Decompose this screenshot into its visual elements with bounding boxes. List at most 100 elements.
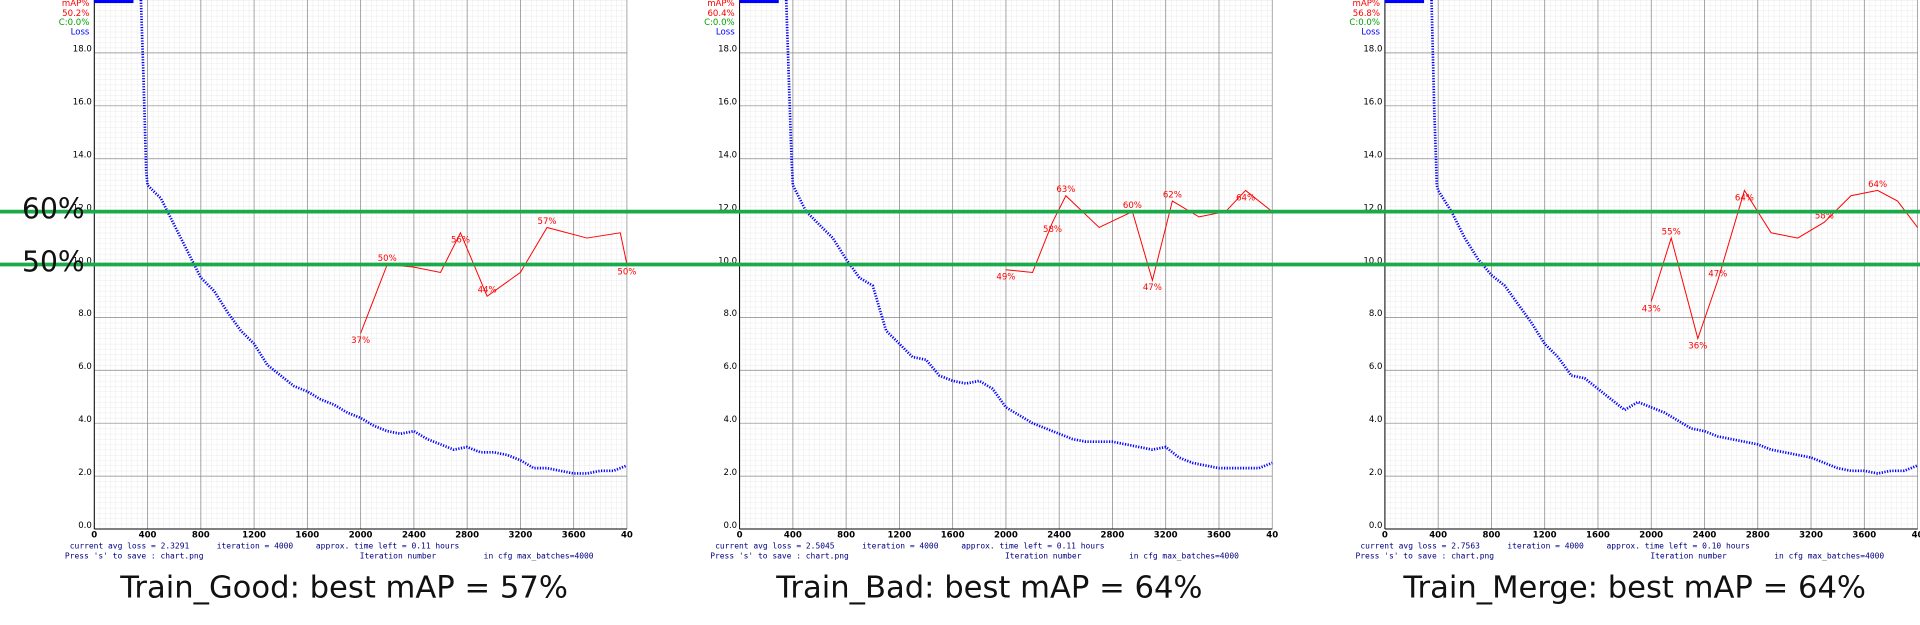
map-label: 57% — [538, 217, 557, 227]
status-loss: current avg loss = 2.5045 — [715, 542, 835, 551]
map-label: 47% — [1708, 270, 1727, 280]
y-tick-label: 0.0 — [724, 521, 738, 531]
x-tick-label: 2000 — [994, 531, 1018, 541]
x-tick-label: 400 — [139, 531, 157, 541]
x-tick-label: 2000 — [1639, 531, 1663, 541]
y-tick-label: 6.0 — [724, 362, 738, 372]
y-tick-label: 6.0 — [78, 362, 92, 372]
x-tick-label: 0 — [91, 531, 97, 541]
status-iteration: iteration = 4000 — [862, 542, 939, 551]
map-label: 64% — [1735, 193, 1754, 203]
map-line — [1650, 189, 1918, 341]
legend-entry: mAP% — [62, 0, 90, 9]
x-tick-label: 3600 — [562, 531, 586, 541]
status-loss: current avg loss = 2.7563 — [1360, 542, 1480, 551]
status-iteration: iteration = 4000 — [1507, 542, 1584, 551]
map-label: 55% — [1662, 227, 1681, 237]
x-tick-label: 1600 — [1586, 531, 1610, 541]
y-tick-label: 14.0 — [1363, 151, 1382, 161]
y-tick-label: 16.0 — [73, 98, 92, 108]
y-tick-label: 10.0 — [718, 256, 737, 266]
y-tick-label: 2.0 — [78, 468, 92, 478]
status-time: approx. time left = 0.10 hours — [1607, 542, 1750, 551]
legend-bar — [739, 0, 779, 4]
map-label: 49% — [996, 273, 1015, 283]
legend-entry: mAP% — [707, 0, 734, 9]
map-current: 50.2% — [62, 9, 89, 19]
x-tick-label: 800 — [837, 531, 855, 541]
x-axis-label: Iteration number — [1005, 551, 1082, 560]
x-tick-label: 2800 — [1746, 531, 1770, 541]
x-tick-label: 1200 — [242, 531, 266, 541]
x-tick-label: 2400 — [1693, 531, 1717, 541]
legend-entry: Loss — [1361, 27, 1380, 37]
x-tick-label: 1600 — [941, 531, 965, 541]
y-tick-label: 6.0 — [1369, 362, 1383, 372]
map-label: 64% — [1868, 180, 1887, 190]
max-batches: in cfg max_batches=4000 — [1129, 551, 1239, 560]
map-current: 60.4% — [707, 9, 734, 19]
y-tick-label: 10.0 — [73, 256, 92, 266]
y-tick-label: 18.0 — [73, 45, 92, 55]
y-tick-label: 4.0 — [1369, 415, 1383, 425]
map-label: 50% — [617, 267, 636, 277]
map-label: 36% — [1688, 341, 1707, 351]
legend-entry: Loss — [716, 27, 735, 37]
save-hint: Press 's' to save : chart.png — [65, 551, 204, 560]
x-tick-label: 2400 — [1047, 531, 1071, 541]
y-tick-label: 12.0 — [1363, 203, 1382, 213]
legend-bar — [94, 0, 134, 4]
x-tick-label: 3600 — [1852, 531, 1876, 541]
y-tick-label: 14.0 — [718, 151, 737, 161]
x-tick-label: 0 — [737, 531, 743, 541]
x-tick-label: 400 — [1429, 531, 1447, 541]
map-label: 44% — [478, 286, 497, 296]
map-label: 58% — [1815, 212, 1834, 222]
x-tick-label: 2000 — [349, 531, 373, 541]
chart-caption: Train_Merge: best mAP = 64% — [1402, 570, 1866, 605]
save-hint: Press 's' to save : chart.png — [710, 551, 849, 560]
max-batches: in cfg max_batches=4000 — [1774, 551, 1884, 560]
x-tick-label: 3200 — [1154, 531, 1178, 541]
y-tick-label: 4.0 — [78, 415, 92, 425]
map-label: 50% — [378, 254, 397, 264]
y-tick-label: 0.0 — [78, 521, 92, 531]
legend-entry: mAP% — [1353, 0, 1381, 9]
x-tick-label: 800 — [192, 531, 210, 541]
map-label: 60% — [1123, 201, 1142, 211]
x-axis-label: Iteration number — [360, 551, 437, 560]
x-tick-label: 2800 — [1101, 531, 1125, 541]
status-iteration: iteration = 4000 — [217, 542, 294, 551]
x-tick-label: 40 — [1912, 531, 1920, 541]
x-tick-label: 1200 — [1533, 531, 1557, 541]
y-tick-label: 10.0 — [1363, 256, 1382, 266]
loss-points — [784, 0, 1273, 470]
y-tick-label: 8.0 — [724, 309, 738, 319]
c-label: C:0.0% — [1349, 18, 1380, 28]
map-label: 62% — [1163, 190, 1182, 200]
x-tick-label: 40 — [1266, 531, 1278, 541]
map-line — [1005, 189, 1273, 283]
legend-entry: Loss — [71, 27, 90, 37]
legend-bar — [1384, 0, 1425, 4]
chart-caption: Train_Good: best mAP = 57% — [119, 570, 568, 605]
map-label: 64% — [1236, 193, 1255, 203]
x-tick-label: 2800 — [455, 531, 479, 541]
c-label: C:0.0% — [704, 18, 735, 28]
y-tick-label: 0.0 — [1369, 521, 1383, 531]
status-time: approx. time left = 0.11 hours — [961, 542, 1104, 551]
x-tick-label: 2400 — [402, 531, 426, 541]
max-batches: in cfg max_batches=4000 — [484, 551, 594, 560]
x-tick-label: 0 — [1382, 531, 1388, 541]
map-label: 37% — [351, 336, 370, 346]
y-tick-label: 14.0 — [73, 151, 92, 161]
chart-caption: Train_Bad: best mAP = 64% — [775, 570, 1202, 605]
y-tick-label: 8.0 — [1369, 309, 1383, 319]
y-tick-label: 2.0 — [724, 468, 738, 478]
map-label: 58% — [1043, 225, 1062, 235]
x-tick-label: 800 — [1482, 531, 1500, 541]
x-tick-label: 1200 — [887, 531, 911, 541]
map-label: 56% — [451, 236, 470, 246]
y-tick-label: 4.0 — [724, 415, 738, 425]
